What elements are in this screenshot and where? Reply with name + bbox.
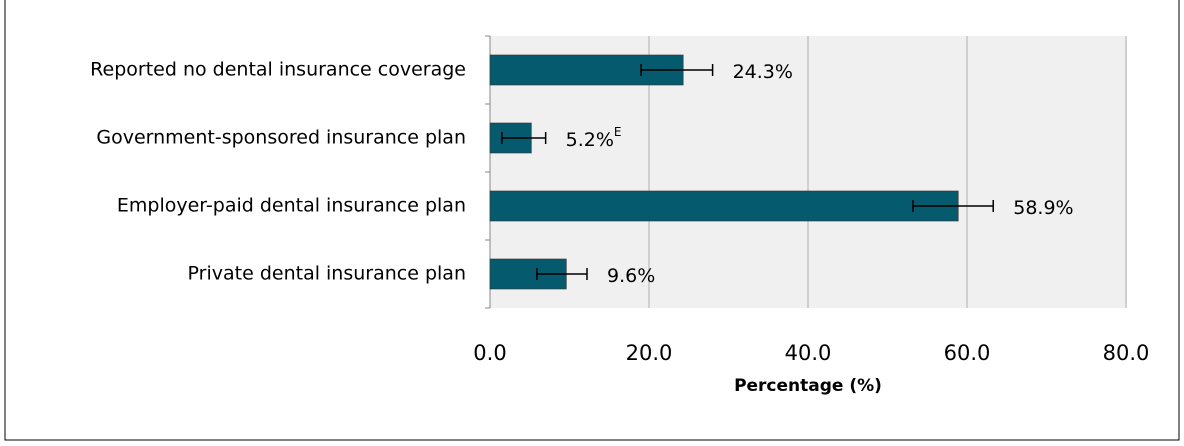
value-label-flag: E <box>614 125 622 139</box>
value-label-text: 9.6% <box>607 265 655 287</box>
value-label-text: 58.9% <box>1013 197 1073 219</box>
y-tick-label: Private dental insurance plan <box>188 263 466 285</box>
x-tick-label: 40.0 <box>785 341 832 365</box>
y-tick-label: Employer-paid dental insurance plan <box>117 195 466 217</box>
x-tick-label: 60.0 <box>944 341 991 365</box>
y-tick-label: Government-sponsored insurance plan <box>96 127 466 149</box>
x-tick-label: 0.0 <box>473 341 506 365</box>
error-bar <box>501 132 547 144</box>
value-label: 5.2%E <box>566 125 622 151</box>
value-label-text: 5.2% <box>566 129 614 151</box>
x-axis-title: Percentage (%) <box>734 376 882 396</box>
value-label: 58.9% <box>1013 197 1073 219</box>
y-tick-label: Reported no dental insurance coverage <box>90 59 466 81</box>
x-tick-label: 80.0 <box>1103 341 1150 365</box>
error-bar <box>640 64 714 76</box>
value-label: 24.3% <box>733 61 793 83</box>
value-label: 9.6% <box>607 265 655 287</box>
x-tick-label: 20.0 <box>626 341 673 365</box>
error-bar <box>536 268 588 280</box>
error-bar <box>912 200 994 212</box>
value-label-text: 24.3% <box>733 61 793 83</box>
bar <box>489 190 959 222</box>
